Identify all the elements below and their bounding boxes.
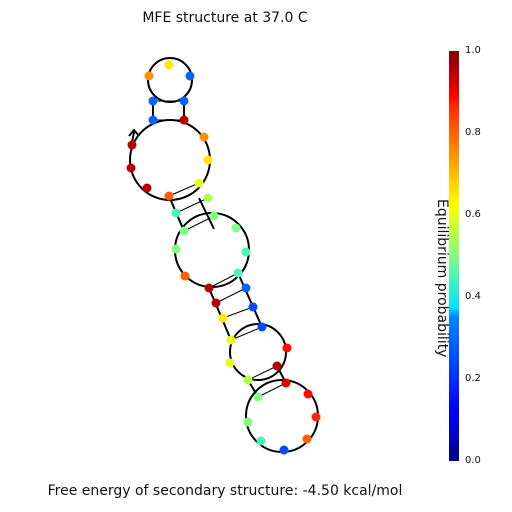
nucleotide: [248, 302, 258, 312]
nucleotide: [243, 375, 253, 385]
nucleotide: [185, 71, 195, 81]
colorbar: [449, 51, 459, 461]
nucleotide: [253, 392, 263, 402]
colorbar-label: Equilibrium probability: [434, 199, 450, 358]
nucleotide: [302, 434, 312, 444]
nucleotide: [164, 60, 174, 70]
nucleotide: [180, 271, 190, 281]
nucleotide: [233, 268, 243, 278]
backbone-loop: [129, 119, 211, 201]
nucleotide: [226, 335, 236, 345]
nucleotide: [171, 208, 181, 218]
figure-title: MFE structure at 37.0 C: [142, 10, 308, 26]
base-pair-line: [208, 272, 239, 289]
nucleotide: [179, 115, 189, 125]
nucleotide: [218, 313, 228, 323]
base-pair-line: [230, 326, 263, 341]
backbone: [129, 57, 319, 453]
base-pair-line: [222, 306, 254, 319]
nucleotide: [199, 132, 209, 142]
free-energy-caption: Free energy of secondary structure: -4.5…: [47, 483, 403, 499]
backbone-stem: [198, 197, 215, 230]
base-pair-lines: [153, 100, 287, 398]
nucleotide: [243, 417, 253, 427]
nucleotide: [127, 140, 137, 150]
nucleotide: [171, 244, 181, 254]
nucleotide: [225, 358, 235, 368]
backbone-stem: [237, 272, 263, 328]
nucleotide: [164, 191, 174, 201]
nucleotide: [256, 436, 266, 446]
nucleotide: [303, 389, 313, 399]
nucleotide: [148, 115, 158, 125]
nucleotide: [144, 71, 154, 81]
nucleotide: [311, 412, 321, 422]
nucleotides: [126, 60, 321, 455]
nucleotide: [279, 445, 289, 455]
nucleotide: [203, 193, 213, 203]
base-pair-line: [257, 382, 287, 398]
nucleotide: [211, 298, 221, 308]
nucleotide: [231, 223, 241, 233]
nucleotide: [241, 283, 251, 293]
nucleotide: [179, 96, 189, 106]
base-pair-line: [215, 287, 247, 304]
backbone-loop: [229, 323, 287, 381]
backbone-stem: [208, 287, 232, 341]
base-pair-line: [175, 197, 209, 214]
nucleotide: [126, 163, 136, 173]
colorbar-tick: 0.8: [465, 127, 481, 138]
colorbar-tick: 1.0: [465, 45, 481, 56]
nucleotide: [148, 96, 158, 106]
nucleotide: [203, 155, 213, 165]
nucleotide: [281, 378, 291, 388]
nucleotide: [209, 211, 219, 221]
nucleotide: [204, 283, 214, 293]
colorbar-tick: 0.4: [465, 291, 481, 302]
nucleotide: [272, 361, 282, 371]
nucleotide: [257, 322, 267, 332]
nucleotide: [194, 178, 204, 188]
nucleotide: [142, 183, 152, 193]
nucleotide: [179, 226, 189, 236]
nucleotide: [241, 247, 251, 257]
base-pair-line: [247, 365, 278, 381]
colorbar-tick: 0.0: [465, 455, 481, 466]
nucleotide: [282, 343, 292, 353]
colorbar-tick: 0.2: [465, 373, 481, 384]
base-pair-line: [168, 182, 200, 197]
colorbar-tick: 0.6: [465, 209, 481, 220]
